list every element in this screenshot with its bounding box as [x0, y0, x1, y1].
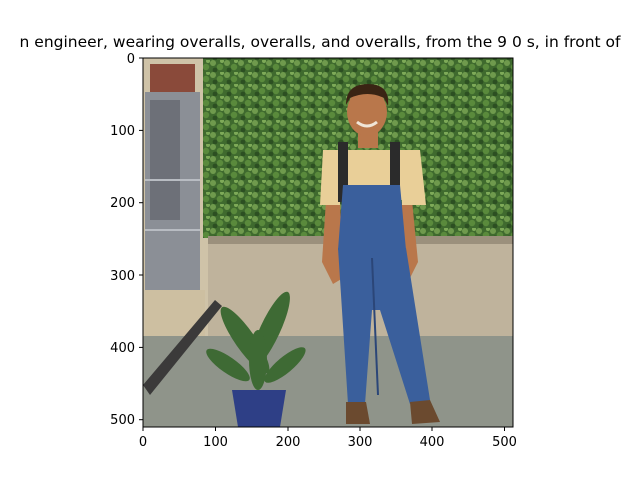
y-tick-label: 100 — [110, 124, 135, 139]
axes-frame — [142, 57, 514, 428]
y-tick-label: 400 — [110, 341, 135, 356]
x-tick-label: 100 — [203, 435, 228, 450]
x-tick-label: 0 — [139, 435, 147, 450]
x-tick-label: 200 — [276, 435, 301, 450]
x-tick-label: 300 — [348, 435, 373, 450]
x-tick-label: 400 — [420, 435, 445, 450]
flower-pot — [232, 390, 286, 427]
x-axis: 0 100 200 300 400 500 — [139, 427, 517, 450]
pavement — [143, 336, 513, 427]
window-frame — [150, 64, 195, 94]
person — [320, 84, 440, 424]
y-axis: 0 100 200 300 400 500 — [110, 52, 143, 428]
y-tick-label: 500 — [110, 413, 135, 428]
photo — [143, 58, 513, 427]
y-tick-label: 200 — [110, 196, 135, 211]
x-tick-label: 500 — [492, 435, 517, 450]
y-tick-label: 300 — [110, 269, 135, 284]
railing — [143, 300, 222, 395]
plant-leaves — [206, 291, 306, 390]
y-tick-label: 0 — [127, 52, 135, 67]
plot-title: n engineer, wearing overalls, overalls, … — [19, 33, 621, 51]
